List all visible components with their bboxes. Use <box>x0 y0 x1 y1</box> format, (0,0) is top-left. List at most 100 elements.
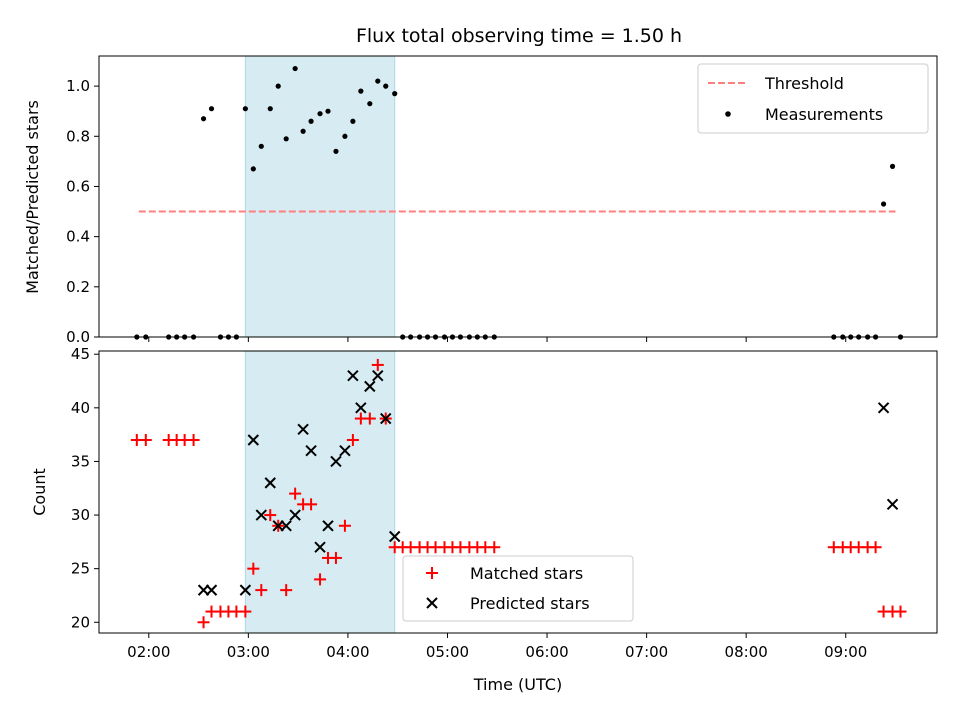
predicted-point <box>305 445 317 457</box>
xtick-label: 03:00 <box>227 643 270 661</box>
shaded-span <box>244 55 396 338</box>
measurement-point <box>292 65 298 72</box>
measurement-point <box>367 101 373 107</box>
matched-point <box>894 605 907 618</box>
measurement-point <box>325 108 331 114</box>
measurement-point <box>283 136 289 142</box>
predicted-point <box>314 541 326 553</box>
xtick-label: 06:00 <box>525 643 568 661</box>
xtick-label: 05:00 <box>426 643 469 661</box>
matched-point <box>346 433 359 446</box>
predicted-point <box>364 380 376 393</box>
measurement-point <box>242 106 248 112</box>
matched-point <box>305 498 318 511</box>
matched-point <box>289 487 302 500</box>
predicted-point <box>297 423 309 435</box>
measurement-point <box>358 88 364 94</box>
predicted-point <box>380 412 392 425</box>
top-ylabel: Matched/Predicted stars <box>23 100 42 294</box>
predicted-point <box>339 445 351 457</box>
matched-point <box>488 541 501 554</box>
ytick-label: 25 <box>71 560 90 578</box>
top-frame <box>98 55 938 338</box>
predicted-point <box>264 477 276 489</box>
matched-point <box>280 584 293 597</box>
matched-point <box>363 412 376 425</box>
ytick-label: 0.6 <box>66 177 90 195</box>
measurement-point <box>200 116 207 122</box>
predicted-point <box>355 402 367 414</box>
measurement-point <box>350 118 356 124</box>
measurement-point <box>267 106 273 112</box>
predicted-point <box>372 369 384 382</box>
legend-threshold-label: Threshold <box>764 74 844 93</box>
ytick-label: 0.4 <box>66 228 90 246</box>
predicted-point <box>330 455 342 468</box>
measurement-point <box>258 143 264 149</box>
ytick-label: 1.0 <box>66 77 90 95</box>
measurement-point <box>889 163 896 169</box>
predicted-point <box>388 530 401 543</box>
ytick-label: 30 <box>71 506 90 524</box>
ytick-label: 20 <box>71 613 90 631</box>
measurement-point <box>300 128 306 134</box>
ytick-label: 0.0 <box>66 328 90 346</box>
measurement-point <box>383 83 389 89</box>
matched-point <box>329 551 342 564</box>
predicted-point <box>239 584 252 596</box>
matched-point <box>255 584 268 597</box>
measurement-point <box>392 91 398 97</box>
xtick-label: 04:00 <box>326 643 369 661</box>
shaded-span <box>244 350 396 634</box>
matched-point <box>371 358 384 371</box>
ytick-label: 45 <box>71 345 90 363</box>
top-legend: Threshold Measurements <box>697 63 929 134</box>
matched-point <box>338 519 351 532</box>
bottom-xlabel: Time (UTC) <box>473 675 562 694</box>
measurement-point <box>317 111 323 117</box>
bottom-legend-box <box>402 555 634 622</box>
legend-matched-label: Matched stars <box>470 564 583 583</box>
matched-point <box>139 433 152 446</box>
matched-point <box>264 509 277 522</box>
predicted-point <box>280 520 292 532</box>
ytick-label: 40 <box>71 399 90 417</box>
xtick-label: 07:00 <box>625 643 668 661</box>
predicted-point <box>247 434 260 446</box>
legend-predicted-swatch <box>426 597 438 609</box>
matched-point <box>239 605 252 618</box>
matched-point <box>247 562 260 575</box>
predicted-point <box>289 509 301 521</box>
measurement-point <box>333 148 339 154</box>
matched-point <box>197 616 210 629</box>
measurement-point <box>308 118 314 124</box>
legend-measurements-label: Measurements <box>765 105 883 124</box>
ytick-label: 0.8 <box>66 127 90 145</box>
top-legend-box <box>697 63 929 134</box>
matched-point <box>869 541 882 554</box>
bottom-frame <box>98 350 938 634</box>
predicted-point <box>205 584 218 596</box>
predicted-point <box>255 509 267 521</box>
measurement-point <box>342 133 348 139</box>
xtick-label: 08:00 <box>725 643 768 661</box>
measurement-point <box>250 166 256 172</box>
predicted-point <box>886 498 899 511</box>
xtick-label: 02:00 <box>127 643 170 661</box>
bottom-ylabel: Count <box>30 468 49 516</box>
measurement-point <box>880 201 887 207</box>
chart-title: Flux total observing time = 1.50 h <box>356 25 682 47</box>
matched-point <box>187 433 200 446</box>
ytick-label: 35 <box>71 452 90 470</box>
xtick-label: 09:00 <box>824 643 867 661</box>
legend-predicted-label: Predicted stars <box>470 594 590 613</box>
matched-point <box>314 573 327 586</box>
predicted-point <box>322 520 334 532</box>
ytick-label: 0.2 <box>66 278 90 296</box>
legend-measurements-swatch <box>725 111 731 117</box>
predicted-point <box>347 369 359 382</box>
measurement-point <box>208 106 215 112</box>
top-panel: 0.0 0.2 0.4 0.6 0.8 1.0 Matched/Predicted sta… <box>23 55 938 346</box>
measurement-point <box>375 78 381 84</box>
